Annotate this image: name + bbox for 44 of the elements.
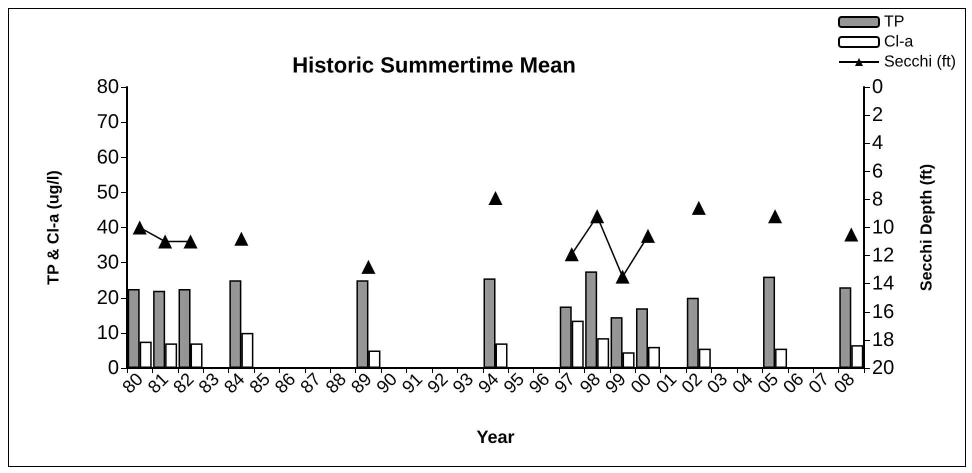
point	[768, 209, 782, 224]
x-tick-label: 02	[678, 368, 706, 398]
point	[640, 228, 655, 243]
y-tick-label: 50	[96, 181, 119, 204]
y2-tick-label: 8	[872, 188, 884, 210]
y-tick-label: 60	[96, 146, 119, 168]
y-tick-label: 40	[96, 216, 119, 238]
y2-tick-label: 12	[872, 244, 894, 267]
y-axis-title: TP & Cl-a (ug/l)	[46, 170, 62, 285]
y-tick-label: 0	[108, 357, 119, 379]
point	[616, 270, 630, 284]
legend-label: Secchi (ft)	[884, 54, 956, 70]
x-tick-label: 90	[372, 368, 401, 398]
chart-title: Historic Summertime Mean	[292, 52, 576, 78]
point	[158, 234, 172, 249]
y2-tick-label: 20	[872, 357, 894, 379]
y-tick-label: 20	[96, 286, 119, 309]
point	[590, 209, 604, 224]
y2-tick-label: 2	[872, 104, 884, 126]
point	[844, 228, 858, 242]
point	[488, 190, 502, 205]
y2-axis-title: Secchi Depth (ft)	[918, 164, 936, 292]
y2-tick-label: 14	[872, 272, 894, 295]
y2-tick-label: 6	[872, 160, 884, 182]
legend-label: Cl-a	[884, 34, 914, 50]
x-tick-label: 08	[830, 368, 858, 398]
point	[692, 200, 706, 215]
point	[361, 260, 376, 274]
y-tick-label: 70	[96, 111, 119, 134]
x-axis-title: Year	[476, 427, 515, 447]
point	[184, 234, 198, 249]
y-tick-label: 80	[96, 76, 119, 98]
point	[132, 220, 147, 234]
point	[564, 247, 579, 262]
y2-tick-label: 4	[872, 132, 884, 154]
y2-tick-label: 18	[872, 328, 894, 351]
y2-tick-label: 16	[872, 300, 894, 323]
x-tick-label: 96	[525, 368, 554, 398]
y2-tick-label: 10	[872, 216, 894, 238]
y-tick-label: 30	[96, 252, 119, 274]
legend-label: TP	[884, 14, 904, 30]
y2-tick-label: 0	[872, 76, 884, 98]
y-tick-label: 10	[96, 322, 119, 344]
point	[234, 232, 248, 246]
